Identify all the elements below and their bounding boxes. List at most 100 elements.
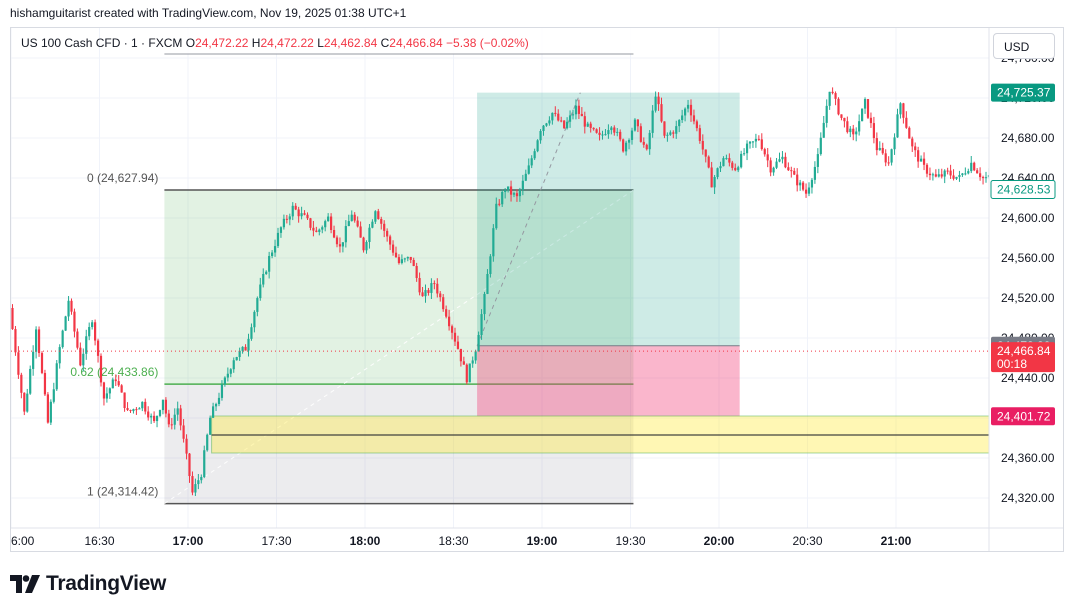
close-label: C [380, 36, 390, 50]
candle-body [890, 149, 893, 163]
currency-button[interactable]: USD [993, 33, 1055, 59]
candle-body [731, 162, 734, 168]
low-value: 24,462.84 [323, 36, 378, 50]
candle-body [259, 284, 262, 299]
candle-body [111, 379, 114, 389]
candle-body [291, 205, 294, 217]
candle-body [813, 166, 816, 180]
time-axis-tick-label: 20:30 [792, 534, 822, 548]
candle-body [858, 121, 861, 132]
candle-body [675, 126, 678, 134]
time-axis-tick-label: 20:00 [704, 534, 735, 548]
candle-body [282, 218, 285, 228]
candle-body [483, 293, 486, 315]
candle-body [748, 141, 752, 144]
candle-body [946, 170, 949, 172]
time-axis-tick-label: 16:30 [84, 534, 114, 548]
candle-body [728, 158, 731, 163]
candle-body [737, 167, 740, 171]
candle-body [79, 347, 82, 366]
candle-body [804, 189, 808, 194]
symbol-name[interactable]: US 100 Cash CFD · 1 · FXCM [21, 36, 183, 50]
candle-body [338, 244, 342, 247]
candle-body [273, 246, 277, 253]
candle-body [766, 154, 769, 161]
candle-body [359, 226, 362, 238]
candle-body [418, 278, 421, 293]
candle-body [49, 401, 52, 423]
candle-body [88, 327, 91, 337]
candle-body [763, 149, 766, 155]
candle-body [32, 351, 35, 369]
candle-body [173, 414, 176, 425]
candle-body [887, 162, 890, 164]
candle-body [704, 149, 707, 157]
candle-body [433, 283, 436, 285]
candle-body [943, 170, 946, 177]
candle-body [973, 162, 976, 171]
candle-body [657, 96, 660, 105]
candle-body [247, 338, 250, 351]
candle-body [964, 173, 967, 175]
candle-body [229, 369, 232, 374]
price-chart[interactable]: 0 (24,627.94) 0.62 (24,433.86) 1 (24,314.4… [11, 28, 1063, 551]
fib-zero-tag-label: 24,628.53 [997, 182, 1051, 196]
candle-body [368, 227, 371, 242]
tradingview-logo[interactable]: TradingView [10, 572, 166, 596]
candle-body [961, 173, 964, 176]
candle-body [976, 170, 979, 174]
stop-loss-tag-label: 24,401.72 [997, 409, 1051, 423]
chart-pane[interactable]: US 100 Cash CFD · 1 · FXCM O24,472.22 H2… [10, 27, 1064, 552]
candle-body [14, 329, 17, 353]
last-price-tag-label: 24,466.84 [997, 344, 1051, 358]
candle-body [775, 161, 778, 168]
candle-body [155, 415, 159, 422]
candle-body [802, 182, 805, 190]
candle-body [332, 229, 336, 238]
symbol-legend: US 100 Cash CFD · 1 · FXCM O24,472.22 H2… [21, 36, 529, 50]
candle-body [335, 237, 339, 245]
candle-body [318, 229, 321, 232]
candle-body [799, 182, 802, 186]
candle-body [35, 329, 38, 352]
candle-body [448, 316, 451, 327]
candle-body [831, 91, 834, 94]
candle-body [719, 166, 722, 169]
candle-body [681, 115, 684, 121]
candle-body [486, 274, 489, 294]
candle-body [459, 348, 462, 362]
candle-body [521, 180, 524, 190]
candle-body [586, 123, 589, 127]
candle-body [241, 346, 244, 351]
price-axis-tick-label: 24,440.00 [1001, 371, 1055, 385]
candle-body [412, 259, 415, 266]
candle-body [619, 131, 622, 140]
candle-body [265, 271, 268, 274]
price-axis-tick-label: 24,600.00 [1001, 211, 1055, 225]
candle-body [480, 314, 483, 335]
candle-body [952, 175, 955, 179]
candle-body [453, 332, 457, 342]
low-label: L [317, 36, 324, 50]
fib-trend-line [164, 189, 634, 504]
candle-body [409, 256, 412, 260]
candle-body [327, 216, 330, 222]
candle-body [769, 160, 772, 173]
candle-body [757, 138, 760, 140]
candle-body [415, 265, 418, 279]
candle-body [450, 326, 454, 333]
candle-body [837, 98, 840, 115]
candle-body [863, 99, 867, 109]
candle-body [324, 221, 327, 228]
candle-body [232, 360, 235, 370]
candle-body [477, 334, 480, 352]
price-axis-tick-label: 24,360.00 [1001, 451, 1055, 465]
candle-body [627, 139, 631, 143]
candle-body [330, 216, 333, 230]
candle-body [604, 134, 607, 136]
candle-body [170, 424, 173, 426]
fib-zero-tag [990, 179, 1056, 199]
candle-body [598, 132, 601, 135]
long-position-path [476, 92, 581, 346]
candle-body [391, 244, 395, 253]
